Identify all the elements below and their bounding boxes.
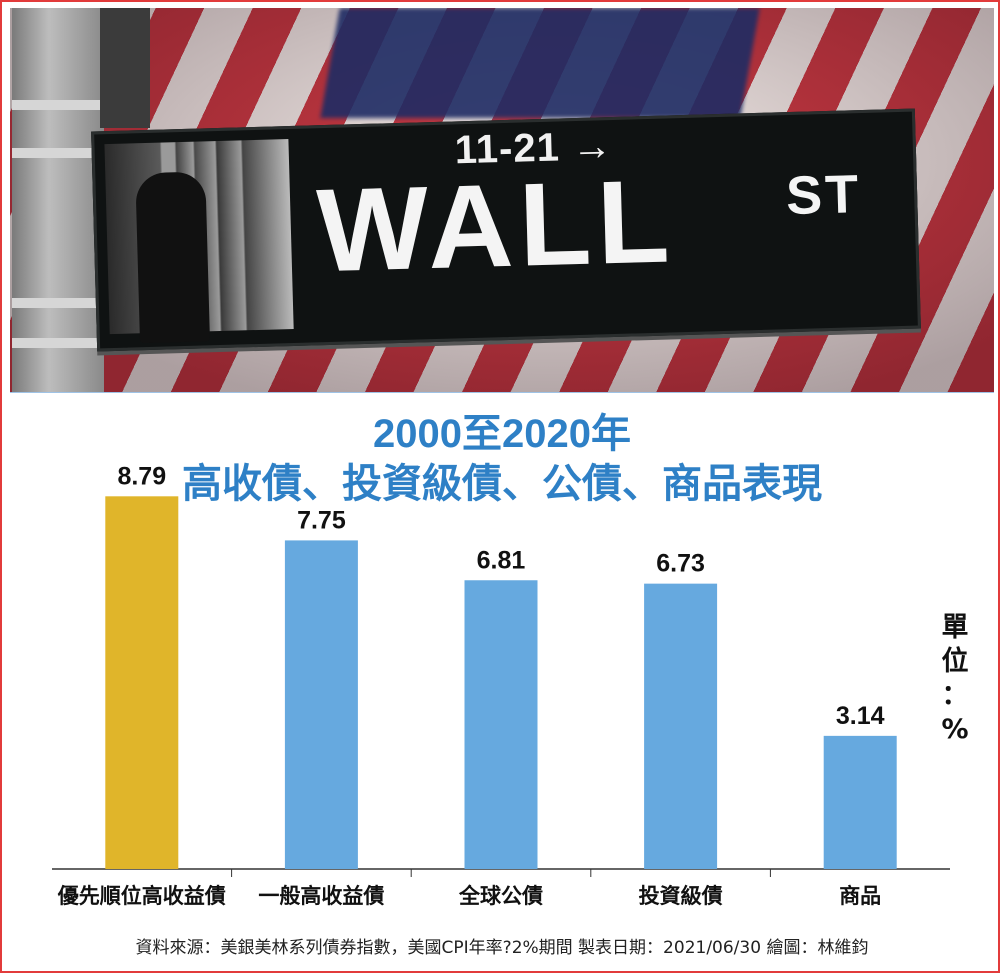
- chart-subtitle: 高收債、投資級債、公債、商品表現: [182, 461, 822, 507]
- data-label: 7.75: [297, 506, 346, 534]
- data-label: 3.14: [836, 702, 885, 730]
- wall-street-photo: 11-21 → WALL ST: [10, 8, 994, 392]
- unit-label: 單 位 ： %: [941, 612, 969, 745]
- category-label: 優先順位高收益債: [57, 884, 226, 908]
- sign-street-suffix: ST: [785, 164, 862, 227]
- data-label: 6.73: [656, 550, 705, 578]
- statue-figure: [135, 171, 210, 344]
- data-label: 8.79: [117, 462, 166, 490]
- bar-4: [644, 583, 718, 869]
- street-pole: [12, 8, 104, 392]
- bar-chart: 8.79 優先順位高收益債 7.75 一般高收益債 6.81 全球公債 6.73 投資級債 3.…: [52, 462, 950, 908]
- category-label: 全球公債: [458, 884, 543, 908]
- sign-bracket: [100, 8, 150, 128]
- bar-1: [105, 496, 179, 869]
- category-label: 一般高收益債: [258, 884, 384, 908]
- sign-street-name: WALL: [315, 155, 677, 298]
- category-label: 投資級債: [639, 884, 723, 908]
- bar-2: [284, 540, 358, 869]
- stock-exchange-building-image: [104, 139, 294, 344]
- category-label: 商品: [839, 884, 881, 908]
- chart-title: 2000至2020年: [373, 412, 631, 456]
- source-note: 資料來源：美銀美林系列債券指數，美國CPI年率?2%期間 製表日期：2021/0…: [135, 938, 869, 958]
- bar-3: [464, 580, 538, 869]
- chart-area: 2000至2020年 高收債、投資級債、公債、商品表現 單 位 ： % 8.79…: [10, 392, 994, 970]
- bar-5: [823, 735, 897, 869]
- data-label: 6.81: [477, 546, 526, 574]
- us-flag-canton: [320, 8, 760, 118]
- street-sign: 11-21 → WALL ST: [91, 108, 921, 352]
